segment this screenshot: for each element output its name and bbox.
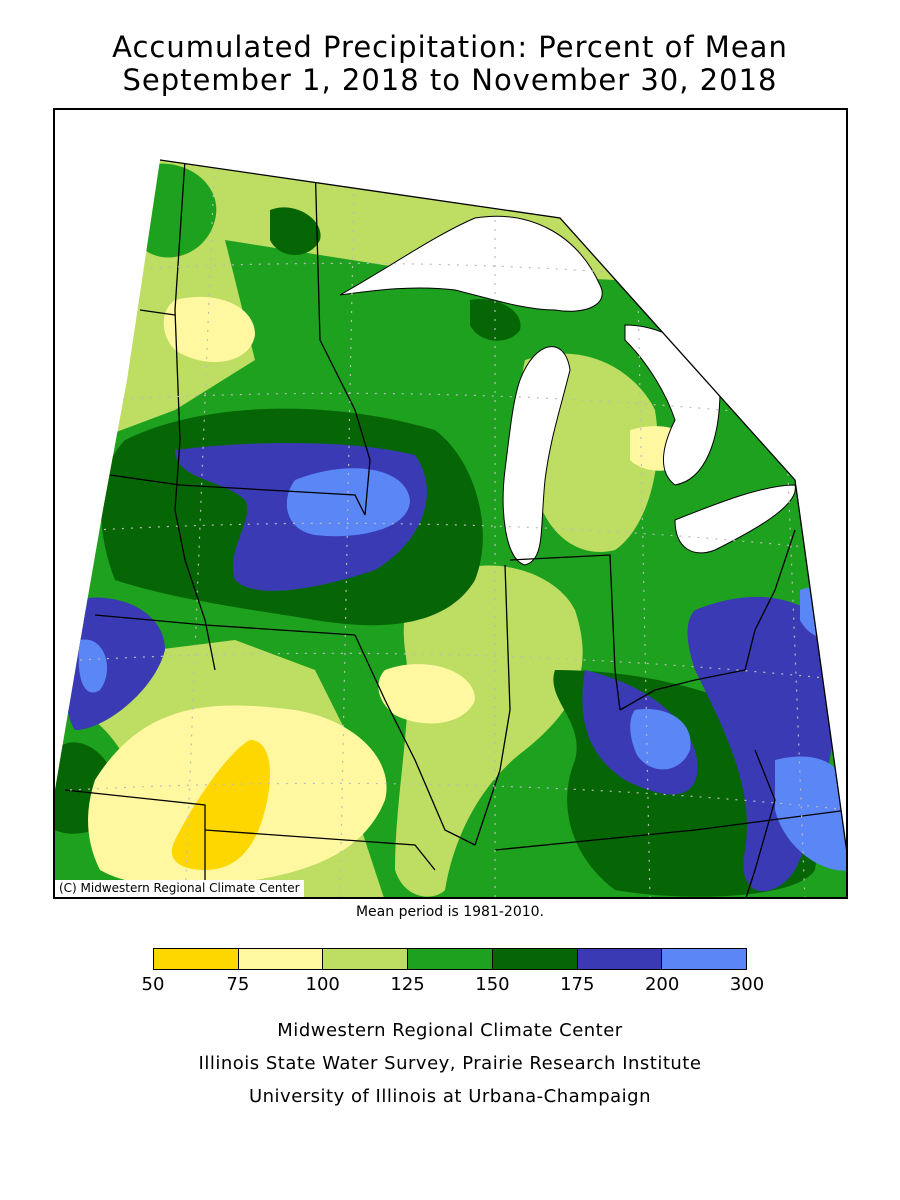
state-boundary bbox=[474, 564, 511, 846]
domain-outline bbox=[159, 159, 846, 851]
precipitation-map bbox=[53, 108, 848, 899]
mean-period-note: Mean period is 1981-2010. bbox=[355, 904, 545, 920]
legend-swatch bbox=[154, 949, 239, 969]
state-boundary bbox=[174, 160, 216, 671]
copyright-label: (C) Midwestern Regional Climate Center bbox=[55, 880, 304, 897]
map-canvas bbox=[55, 159, 846, 897]
legend-tick-label: 200 bbox=[644, 974, 680, 995]
legend-tick-label: 175 bbox=[560, 974, 595, 995]
legend-swatch bbox=[408, 949, 493, 969]
legend-tick-label: 50 bbox=[141, 974, 165, 995]
state-boundary bbox=[509, 554, 621, 711]
precip-zone-200-300 bbox=[78, 639, 108, 693]
lake-michigan bbox=[502, 346, 571, 566]
legend-tick-label: 300 bbox=[729, 974, 765, 995]
state-boundary bbox=[64, 789, 206, 897]
state-boundary bbox=[139, 309, 176, 316]
lake-superior bbox=[339, 215, 603, 312]
legend-swatch bbox=[492, 949, 578, 969]
precip-zone-200-300 bbox=[775, 756, 846, 871]
legend-swatch bbox=[323, 949, 409, 969]
precip-zone-200-300 bbox=[630, 709, 691, 770]
credit-line-3: University of Illinois at Urbana-Champai… bbox=[248, 1086, 652, 1107]
map-title-line1: Accumulated Precipitation: Percent of Me… bbox=[112, 30, 788, 64]
map-title-line2: September 1, 2018 to November 30, 2018 bbox=[122, 63, 778, 97]
state-boundary bbox=[109, 474, 366, 516]
precip-zone-100-125 bbox=[395, 565, 583, 897]
legend-swatch bbox=[238, 949, 324, 969]
legend-swatch bbox=[662, 949, 747, 969]
state-boundary bbox=[314, 160, 371, 516]
legend-colorbar bbox=[153, 948, 747, 970]
state-boundary bbox=[619, 629, 756, 711]
credit-line-1: Midwestern Regional Climate Center bbox=[277, 1020, 623, 1041]
precip-zone-150-175 bbox=[270, 207, 321, 255]
state-boundary bbox=[744, 749, 776, 897]
precip-zone-200-300 bbox=[286, 468, 410, 537]
state-boundary bbox=[354, 634, 476, 846]
precip-zone-175-200 bbox=[63, 597, 165, 730]
legend-tick-label: 125 bbox=[390, 974, 425, 995]
credit-line-2: Illinois State Water Survey, Prairie Res… bbox=[198, 1053, 702, 1074]
precip-zone-50-75 bbox=[171, 740, 270, 870]
state-boundaries bbox=[64, 160, 846, 897]
state-boundary bbox=[494, 809, 846, 851]
legend-swatch bbox=[577, 949, 663, 969]
state-boundary bbox=[94, 614, 356, 636]
legend-tick-label: 150 bbox=[475, 974, 510, 995]
precip-zone-75-100 bbox=[163, 296, 255, 362]
legend-tick-label: 75 bbox=[226, 974, 250, 995]
lake-erie bbox=[674, 484, 796, 554]
precip-zone-75-100 bbox=[378, 664, 475, 724]
state-boundary bbox=[204, 829, 436, 871]
legend-tick-label: 100 bbox=[305, 974, 340, 995]
state-boundary bbox=[754, 529, 796, 631]
